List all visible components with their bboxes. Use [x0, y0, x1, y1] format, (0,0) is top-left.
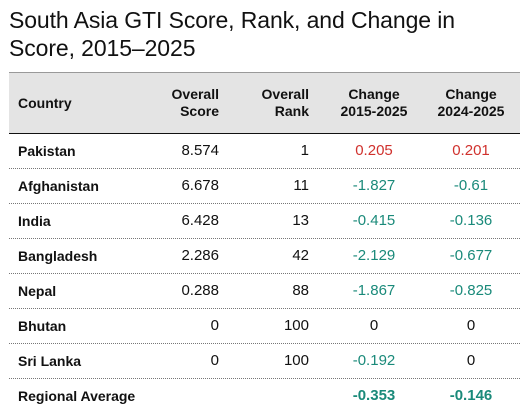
- overall-score-cell: 2.286: [181, 247, 219, 264]
- table-row: Pakistan 8.574 1 0.205 0.201: [9, 134, 520, 169]
- overall-rank-cell: 13: [292, 212, 309, 229]
- overall-score-cell: 6.428: [181, 212, 219, 229]
- table-header: Country Overall Score Overall Rank Change 2…: [9, 72, 520, 134]
- change-2015-2025-cell: -1.827: [352, 177, 396, 194]
- change-2015-2025-cell: -1.867: [352, 282, 396, 299]
- overall-score-cell: 0.288: [181, 282, 219, 299]
- overall-rank-cell: 11: [293, 177, 309, 194]
- table-body: Pakistan 8.574 1 0.205 0.201 Afghanistan 6.678…: [9, 134, 520, 379]
- change-2024-2025-cell: 0: [466, 317, 476, 334]
- overall-rank-cell: 42: [292, 247, 309, 264]
- gti-table: Country Overall Score Overall Rank Change 2…: [9, 72, 520, 413]
- change-2024-2025-cell: -0.136: [449, 212, 493, 229]
- change-2015-2025-cell: -0.192: [352, 352, 396, 369]
- country-cell: Afghanistan: [18, 178, 99, 194]
- header-change-2015-2025: Change 2015-2025: [340, 86, 408, 119]
- overall-rank-cell: 100: [283, 352, 309, 369]
- header-overall-rank: Overall Rank: [261, 86, 309, 119]
- overall-score-cell: 8.574: [181, 142, 219, 159]
- overall-rank-cell: 100: [283, 317, 309, 334]
- country-cell: Bhutan: [18, 318, 67, 334]
- table-title: South Asia GTI Score, Rank, and Change i…: [9, 7, 455, 61]
- change-2015-2025-cell: -0.415: [352, 212, 396, 229]
- regional-average-change-2015-2025: -0.353: [352, 387, 396, 404]
- country-cell: Nepal: [18, 283, 57, 299]
- change-2024-2025-cell: 0: [466, 352, 476, 369]
- change-2015-2025-cell: 0: [369, 317, 379, 334]
- overall-rank-cell: 88: [292, 282, 309, 299]
- country-cell: India: [18, 213, 51, 229]
- change-2024-2025-cell: 0.201: [452, 142, 490, 159]
- overall-score-cell: 0: [210, 317, 219, 334]
- change-2024-2025-cell: -0.61: [453, 177, 489, 194]
- table-row: India 6.428 13 -0.415 -0.136: [9, 204, 520, 239]
- header-change-2024-2025: Change 2024-2025: [437, 86, 505, 119]
- change-2024-2025-cell: -0.825: [449, 282, 493, 299]
- overall-score-cell: 6.678: [181, 177, 219, 194]
- header-overall-score: Overall Score: [171, 86, 219, 119]
- country-cell: Sri Lanka: [18, 353, 82, 369]
- table-row: Bangladesh 2.286 42 -2.129 -0.677: [9, 239, 520, 274]
- regional-average-label: Regional Average: [18, 388, 136, 404]
- regional-average-change-2024-2025: -0.146: [449, 387, 493, 404]
- table-row: Nepal 0.288 88 -1.867 -0.825: [9, 274, 520, 309]
- change-2024-2025-cell: -0.677: [449, 247, 493, 264]
- table-row: Bhutan 0 100 0 0: [9, 309, 520, 344]
- overall-score-cell: 0: [210, 352, 219, 369]
- header-country: Country: [18, 94, 72, 111]
- table-row: Afghanistan 6.678 11 -1.827 -0.61: [9, 169, 520, 204]
- country-cell: Bangladesh: [18, 248, 98, 264]
- change-2015-2025-cell: -2.129: [352, 247, 396, 264]
- country-cell: Pakistan: [18, 143, 76, 159]
- overall-rank-cell: 1: [300, 142, 309, 159]
- table-row: Sri Lanka 0 100 -0.192 0: [9, 344, 520, 379]
- change-2015-2025-cell: 0.205: [355, 142, 393, 159]
- regional-average-row: Regional Average -0.353 -0.146: [9, 379, 520, 413]
